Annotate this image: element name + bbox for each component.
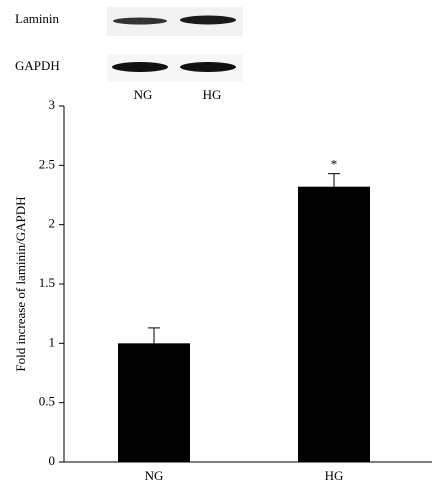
y-tick-label: 2.5 (39, 156, 55, 171)
y-tick-label: 2 (49, 216, 56, 231)
annotation: * (331, 157, 338, 172)
bar (118, 343, 190, 462)
blot-row-label: GAPDH (15, 58, 60, 73)
blot-band (180, 15, 236, 25)
y-tick-label: 1 (49, 334, 56, 349)
blot-row-label: Laminin (15, 11, 60, 26)
blot-lane-label: NG (134, 87, 153, 102)
y-axis-label: Fold increase of laminin/GAPDH (13, 196, 28, 371)
x-tick-label: HG (325, 468, 344, 483)
y-tick-label: 0 (49, 453, 56, 468)
x-tick-label: NG (145, 468, 164, 483)
y-tick-label: 3 (49, 97, 56, 112)
bar (298, 186, 370, 462)
blot-band (113, 17, 167, 25)
blot-lane-label: HG (203, 87, 222, 102)
y-tick-label: 0.5 (39, 394, 55, 409)
blot-band (180, 62, 236, 72)
y-tick-label: 1.5 (39, 275, 55, 290)
blot-band (112, 62, 168, 72)
